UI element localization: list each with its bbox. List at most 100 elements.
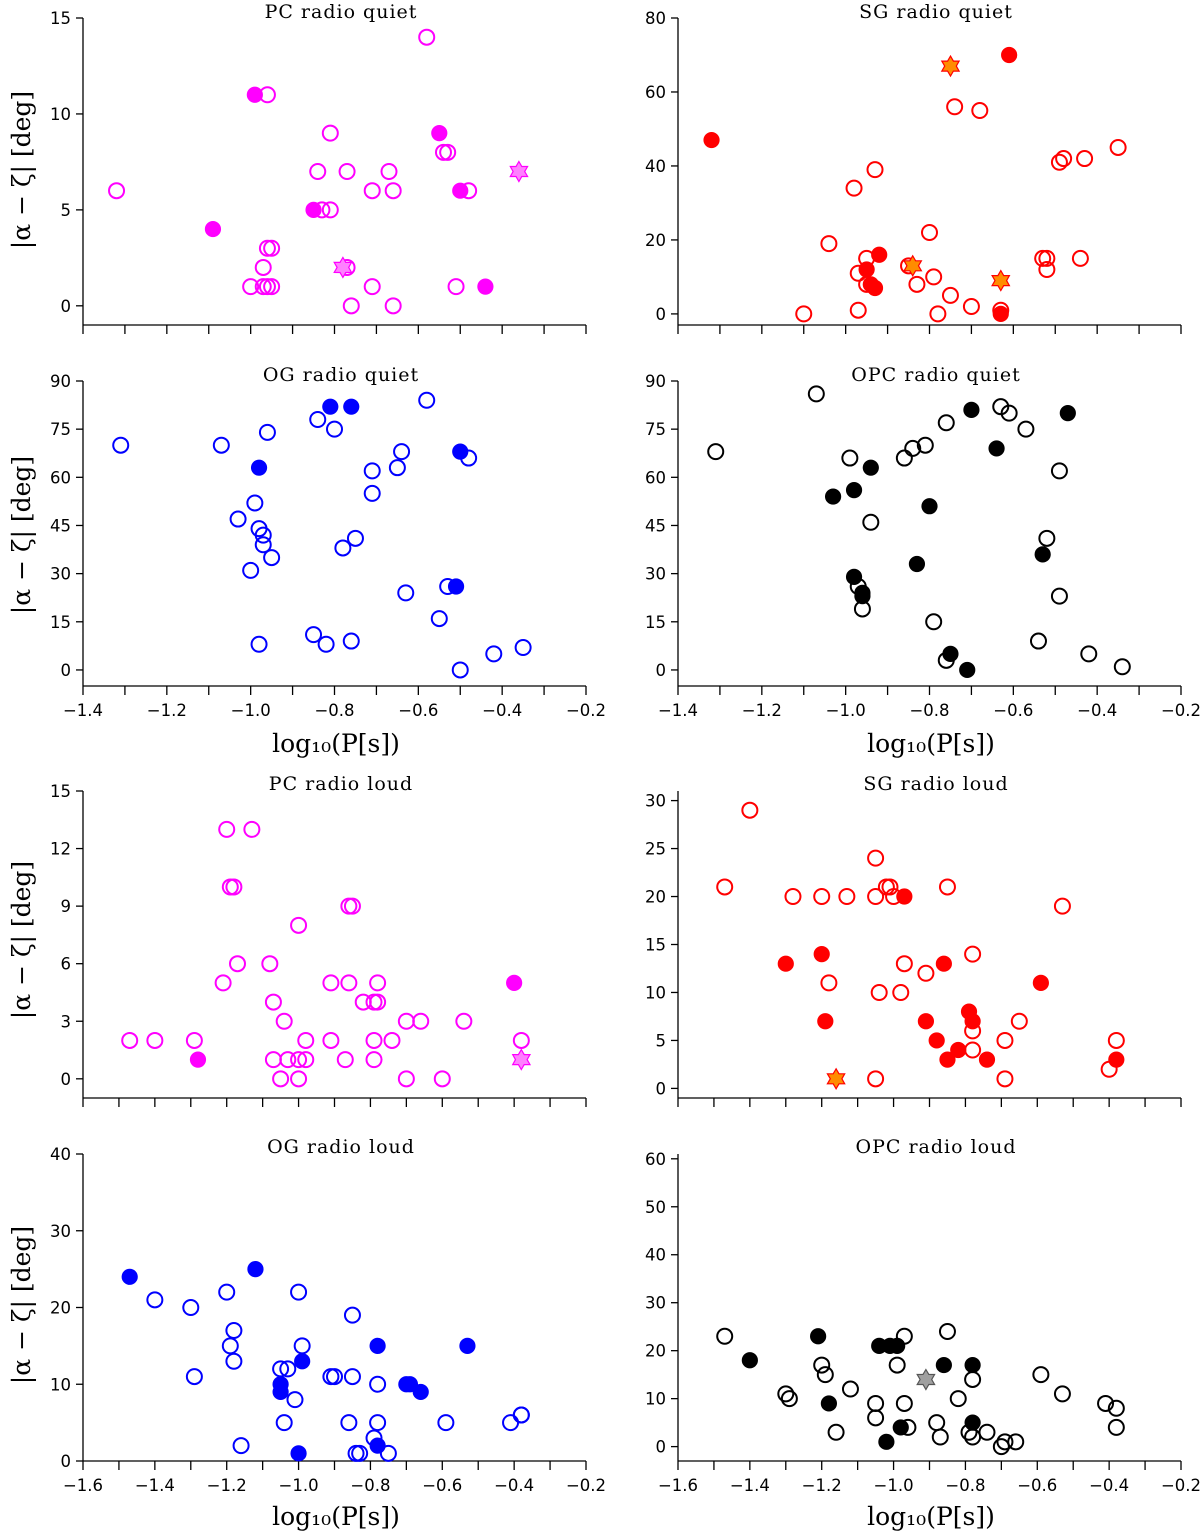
data-point-open <box>326 1368 343 1386</box>
data-point-filled <box>1059 405 1076 422</box>
data-point-open <box>397 584 415 602</box>
data-point-filled <box>447 578 465 595</box>
y-tick-label: 30 <box>50 565 71 584</box>
data-point-star <box>826 1067 846 1090</box>
data-point-open <box>254 258 272 276</box>
y-tick-label: 15 <box>50 782 71 801</box>
data-point-open <box>384 182 402 200</box>
data-point-open <box>938 1322 956 1340</box>
data-point-filled <box>889 1337 906 1354</box>
data-point-open <box>439 143 457 161</box>
data-point-filled <box>817 1013 834 1030</box>
y-tick-label: 60 <box>645 468 666 487</box>
data-point-filled <box>305 201 322 218</box>
data-point-filled <box>964 1356 981 1374</box>
data-point-open <box>867 1070 885 1088</box>
data-point-filled <box>845 482 863 499</box>
panel-og-radio-quiet: OG radio quiet log₁₀(P[s]) 0 15 30 45 60 75 90… <box>50 364 606 758</box>
x-tick-label: −0.4 <box>1077 701 1117 720</box>
data-point-open <box>264 993 282 1011</box>
data-point-open <box>225 878 243 896</box>
data-point-open <box>418 391 436 409</box>
data-point-open <box>343 1368 361 1386</box>
panel-title: SG radio loud <box>863 773 1008 795</box>
data-point-open <box>1007 1433 1025 1451</box>
data-point-filled <box>992 305 1009 323</box>
y-tick-label: 45 <box>645 516 666 535</box>
data-point-open <box>363 462 381 480</box>
data-point-open <box>870 983 888 1001</box>
data-point-open <box>1097 1394 1115 1412</box>
data-point-open <box>343 1306 361 1324</box>
data-point-filled <box>703 131 720 149</box>
data-point-open <box>242 278 260 296</box>
y-axis-label: |α − ζ| [deg] <box>7 861 37 1019</box>
data-point-open <box>228 955 246 973</box>
x-tick-label: −1.0 <box>279 1476 319 1495</box>
data-point-open <box>964 1428 982 1446</box>
panel-title: OPC radio loud <box>856 1136 1017 1158</box>
data-point-open <box>365 993 383 1011</box>
data-point-open <box>290 1051 308 1069</box>
data-point-open <box>996 1070 1014 1088</box>
data-point-open <box>1107 1399 1125 1417</box>
data-point-open <box>964 1041 982 1059</box>
data-point-open <box>916 436 934 454</box>
data-point-open <box>816 1366 834 1384</box>
panel-title: OG radio loud <box>267 1136 415 1158</box>
data-point-open <box>716 1327 734 1345</box>
data-point-open <box>250 635 268 653</box>
data-point-open <box>978 1423 996 1441</box>
x-tick-label: −0.8 <box>350 1476 390 1495</box>
data-point-open <box>928 1414 946 1432</box>
data-point-open <box>232 1437 250 1455</box>
data-point-filled <box>1001 46 1018 64</box>
data-point-open <box>841 1380 859 1398</box>
y-tick-label: 10 <box>50 1375 71 1394</box>
data-point-open <box>340 897 358 915</box>
data-point-filled <box>939 1051 956 1068</box>
data-point-filled <box>866 279 884 297</box>
data-point-filled <box>978 1051 996 1068</box>
data-point-open <box>925 268 943 286</box>
data-point-open <box>1053 897 1071 915</box>
data-point-open <box>365 1051 383 1069</box>
data-point-open <box>254 526 272 544</box>
data-point-open <box>1038 529 1056 547</box>
data-point-open <box>309 163 327 180</box>
data-point-filled <box>813 945 830 963</box>
data-point-open <box>363 278 381 296</box>
y-tick-label: 15 <box>50 9 71 28</box>
panel-pc-radio-loud: PC radio loud 0 3 6 9 12 15 <box>50 773 587 1107</box>
x-tick-label: −1.4 <box>63 701 103 720</box>
data-point-open <box>218 1283 236 1301</box>
data-point-filled <box>854 588 871 605</box>
data-point-open <box>866 161 884 179</box>
x-tick-label: −0.4 <box>1089 1476 1129 1495</box>
data-point-filled <box>896 888 913 905</box>
y-tick-label: 10 <box>645 1390 666 1409</box>
panel-title: SG radio quiet <box>859 1 1013 23</box>
data-point-filled <box>917 1013 935 1030</box>
data-point-filled <box>343 398 360 415</box>
data-point-filled <box>964 1013 981 1030</box>
data-point-open <box>322 1368 340 1386</box>
data-point-star <box>903 254 923 277</box>
data-point-open <box>971 101 989 119</box>
data-point-open <box>849 301 867 319</box>
y-tick-label: 20 <box>645 231 666 250</box>
data-point-open <box>996 1031 1014 1049</box>
data-point-open <box>888 1356 906 1374</box>
data-point-open <box>938 878 956 896</box>
data-point-open <box>1038 249 1056 267</box>
data-point-open <box>502 1414 520 1432</box>
data-point-open <box>451 661 469 679</box>
data-point-open <box>185 1368 203 1386</box>
data-point-open <box>716 878 734 896</box>
data-point-open <box>338 163 356 180</box>
y-tick-label: 0 <box>656 1079 667 1098</box>
data-point-open <box>996 1433 1014 1451</box>
data-point-open <box>340 974 358 992</box>
data-point-open <box>1080 645 1098 663</box>
data-point-open <box>272 1070 290 1088</box>
